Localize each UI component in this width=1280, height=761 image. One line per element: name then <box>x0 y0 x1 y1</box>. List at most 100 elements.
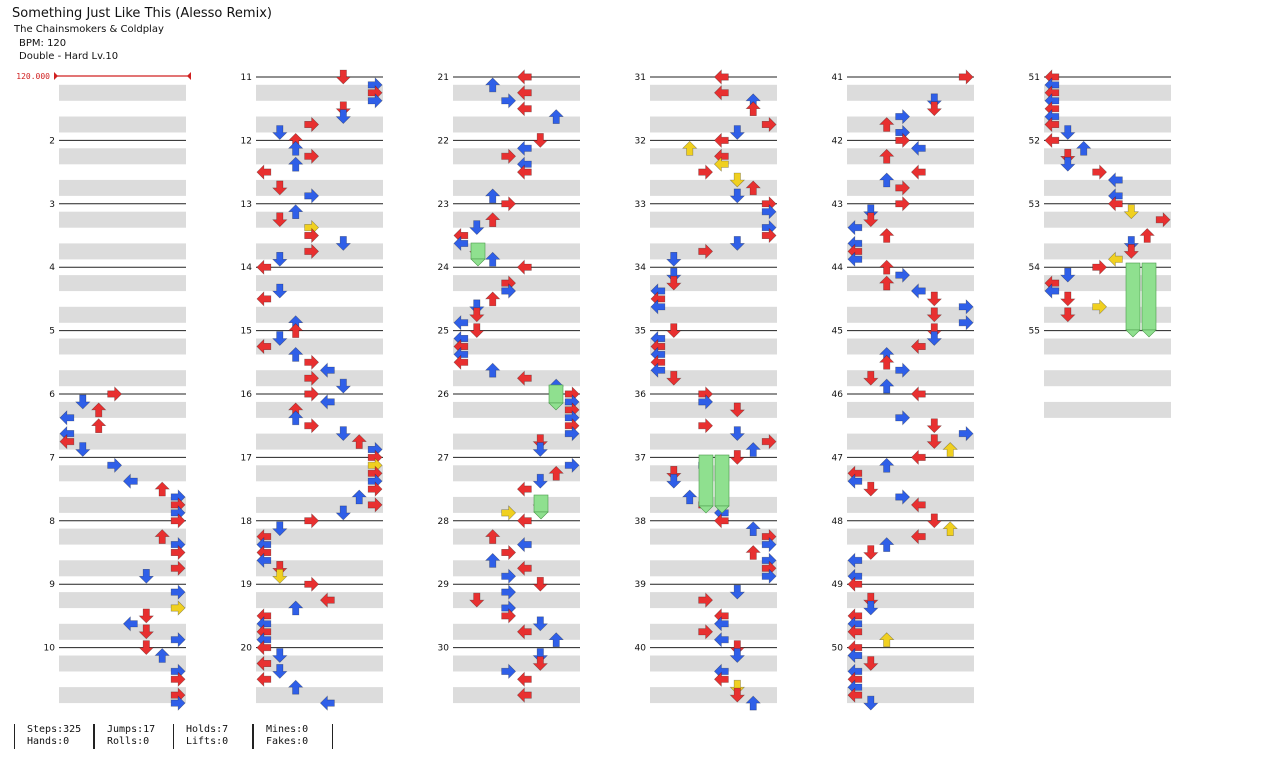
beat-stripe <box>847 623 974 640</box>
measure-number: 55 <box>1029 327 1040 337</box>
step-arrow <box>256 671 272 688</box>
beat-stripe <box>847 338 974 355</box>
beat-stripe <box>453 84 580 101</box>
step-arrow <box>729 125 746 140</box>
measure-number: 13 <box>241 200 252 210</box>
measure-number: 52 <box>1029 136 1040 146</box>
step-arrow <box>878 148 895 164</box>
beat-stripe <box>453 370 580 387</box>
step-arrow <box>666 370 682 386</box>
beat-stripe <box>59 148 186 165</box>
measure-number: 2 <box>49 136 55 146</box>
beat-stripe <box>1044 243 1171 260</box>
hold-body <box>1125 262 1141 331</box>
step-arrow <box>910 164 926 180</box>
step-arrow <box>713 69 729 85</box>
hold-body <box>1141 262 1157 331</box>
step-arrow <box>729 188 746 204</box>
step-arrow <box>729 679 746 695</box>
measure-number: 41 <box>832 73 843 83</box>
beat-stripe <box>650 179 777 196</box>
step-arrow <box>681 489 698 505</box>
measure-number: 20 <box>241 644 253 654</box>
holds-count: Holds:7 <box>186 724 229 735</box>
step-arrow <box>910 528 926 545</box>
step-arrow <box>59 433 75 450</box>
beat-stripe <box>59 465 186 482</box>
step-arrow <box>532 473 549 489</box>
step-arrow <box>895 489 911 505</box>
measure-number: 19 <box>241 580 253 590</box>
step-arrow <box>484 251 501 267</box>
step-arrow <box>501 663 517 680</box>
rolls-count: Rolls:0 <box>107 736 150 747</box>
step-arrow <box>516 687 532 703</box>
step-arrow <box>170 560 186 577</box>
step-arrow <box>484 291 501 307</box>
step-arrow <box>878 228 895 243</box>
beat-stripe <box>59 338 186 355</box>
step-arrow <box>698 624 714 640</box>
step-arrow <box>958 314 974 331</box>
step-arrow <box>516 100 532 117</box>
measure-number: 25 <box>438 327 449 337</box>
step-arrow <box>926 434 943 450</box>
measure-number: 23 <box>438 200 449 210</box>
step-arrow <box>863 545 879 560</box>
step-arrow <box>863 481 879 497</box>
beat-stripe <box>847 179 974 196</box>
step-arrow <box>90 418 107 434</box>
step-arrow <box>287 323 304 338</box>
step-arrow <box>367 93 383 109</box>
step-arrow <box>351 489 367 505</box>
beat-stripe <box>650 148 777 165</box>
step-arrow <box>516 140 532 157</box>
step-arrow <box>1092 164 1108 180</box>
step-arrow <box>1155 211 1171 228</box>
beat-stripe <box>847 148 974 165</box>
step-arrow <box>958 425 974 442</box>
measure-number: 24 <box>438 263 450 273</box>
step-arrow <box>453 314 469 331</box>
step-arrow <box>154 481 170 497</box>
step-arrow <box>469 307 485 323</box>
step-arrow <box>878 457 895 473</box>
step-arrow <box>1044 116 1060 133</box>
step-arrow <box>863 204 879 220</box>
step-arrow <box>729 640 746 656</box>
step-arrow <box>863 600 879 616</box>
hold-tail <box>1141 329 1157 338</box>
step-arrow <box>335 69 352 85</box>
beat-stripe <box>256 465 383 482</box>
step-arrow <box>761 433 777 450</box>
hold-tail <box>1125 329 1141 338</box>
step-arrow <box>926 307 943 323</box>
step-arrow <box>729 236 746 251</box>
measure-number: 31 <box>635 73 646 83</box>
step-arrow <box>351 434 367 449</box>
beat-stripe <box>847 687 974 704</box>
measure-number: 50 <box>832 644 844 654</box>
beat-stripe <box>256 243 383 260</box>
measure-number: 43 <box>832 200 843 210</box>
beat-stripe <box>1044 211 1171 228</box>
step-arrow <box>287 600 304 616</box>
step-arrow <box>256 291 272 307</box>
step-arrow <box>532 648 549 663</box>
beat-stripe <box>453 560 580 577</box>
step-arrow <box>698 243 714 260</box>
step-arrow <box>532 616 549 632</box>
beat-stripe <box>256 592 383 609</box>
beat-stripe <box>453 592 580 609</box>
step-arrow <box>847 473 863 489</box>
step-arrow <box>847 687 863 703</box>
step-arrow <box>666 465 682 481</box>
step-arrow <box>304 354 320 371</box>
hold-body <box>698 454 714 507</box>
step-arrow <box>469 220 485 236</box>
step-arrow <box>170 671 186 688</box>
measure-number: 51 <box>1029 73 1040 83</box>
measure-number: 4 <box>49 263 55 273</box>
step-arrow <box>272 212 288 228</box>
beat-stripe <box>847 496 974 513</box>
